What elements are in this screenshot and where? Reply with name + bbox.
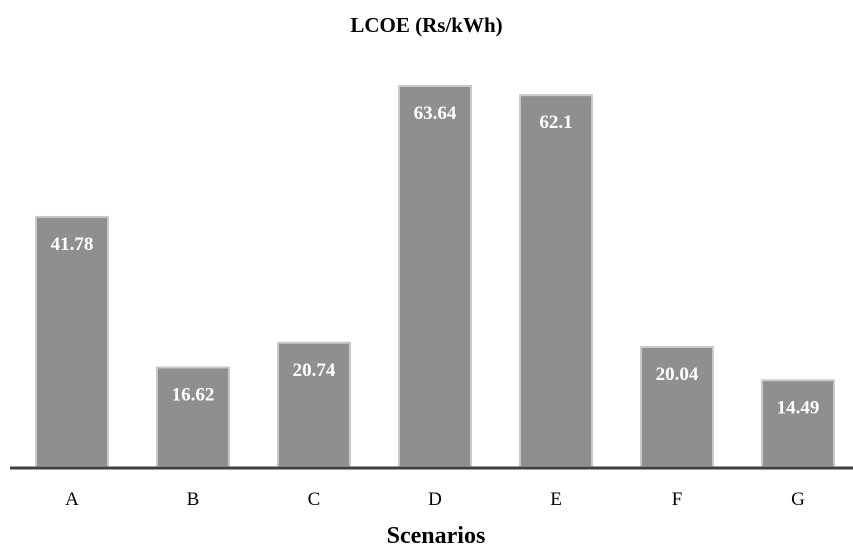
x-tick-label-c: C <box>308 489 321 510</box>
bar-a <box>35 215 109 468</box>
bar-b <box>156 366 230 468</box>
x-tick-label-b: B <box>187 489 200 510</box>
value-label-a: 41.78 <box>51 234 94 255</box>
bar-c <box>277 341 351 468</box>
value-labels-group: 41.78 16.62 20.74 63.64 62.1 20.04 14.49 <box>51 103 820 418</box>
value-label-c: 20.74 <box>293 360 336 381</box>
x-tick-labels: A B C D E F G <box>65 489 805 510</box>
bar-g <box>761 379 835 468</box>
x-axis-label: Scenarios <box>387 523 486 549</box>
x-tick-label-a: A <box>65 489 79 510</box>
x-tick-label-e: E <box>550 489 562 510</box>
x-tick-label-f: F <box>672 489 683 510</box>
bars-group <box>35 85 835 468</box>
x-tick-label-d: D <box>428 489 442 510</box>
value-label-g: 14.49 <box>777 397 820 418</box>
chart-title: LCOE (Rs/kWh) <box>350 13 502 37</box>
bar-d <box>398 85 472 468</box>
value-label-b: 16.62 <box>172 385 215 406</box>
value-label-e: 62.1 <box>539 112 572 133</box>
value-label-d: 63.64 <box>414 103 457 124</box>
x-tick-label-g: G <box>791 489 805 510</box>
bar-e <box>519 94 593 468</box>
value-label-f: 20.04 <box>656 364 699 385</box>
